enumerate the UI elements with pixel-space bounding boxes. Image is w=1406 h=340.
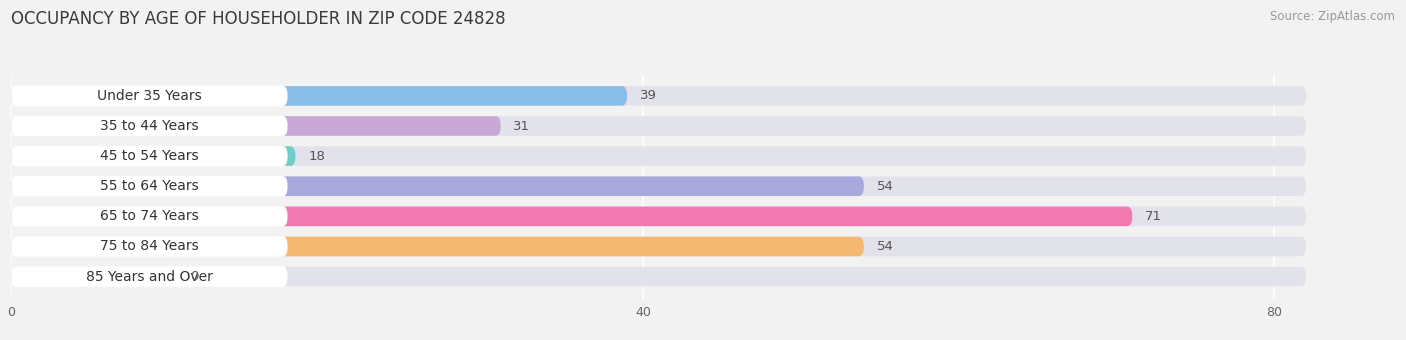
Text: Under 35 Years: Under 35 Years <box>97 89 202 103</box>
FancyBboxPatch shape <box>11 266 288 287</box>
Text: 65 to 74 Years: 65 to 74 Years <box>100 209 198 223</box>
Text: 18: 18 <box>308 150 325 163</box>
FancyBboxPatch shape <box>11 267 177 286</box>
FancyBboxPatch shape <box>11 146 288 166</box>
FancyBboxPatch shape <box>11 86 288 106</box>
FancyBboxPatch shape <box>11 116 501 136</box>
Text: 71: 71 <box>1144 210 1161 223</box>
FancyBboxPatch shape <box>11 206 288 227</box>
FancyBboxPatch shape <box>11 237 863 256</box>
Text: 54: 54 <box>876 180 893 193</box>
FancyBboxPatch shape <box>11 236 288 257</box>
Text: 54: 54 <box>876 240 893 253</box>
FancyBboxPatch shape <box>11 86 1306 106</box>
FancyBboxPatch shape <box>11 176 288 197</box>
Text: OCCUPANCY BY AGE OF HOUSEHOLDER IN ZIP CODE 24828: OCCUPANCY BY AGE OF HOUSEHOLDER IN ZIP C… <box>11 10 506 28</box>
FancyBboxPatch shape <box>11 237 1306 256</box>
Text: 85 Years and Over: 85 Years and Over <box>86 270 212 284</box>
FancyBboxPatch shape <box>11 146 1306 166</box>
Text: 31: 31 <box>513 119 530 133</box>
FancyBboxPatch shape <box>11 146 295 166</box>
FancyBboxPatch shape <box>11 86 627 106</box>
FancyBboxPatch shape <box>11 267 1306 286</box>
FancyBboxPatch shape <box>11 176 1306 196</box>
FancyBboxPatch shape <box>11 116 1306 136</box>
Text: Source: ZipAtlas.com: Source: ZipAtlas.com <box>1270 10 1395 23</box>
FancyBboxPatch shape <box>11 207 1132 226</box>
Text: 55 to 64 Years: 55 to 64 Years <box>100 179 198 193</box>
Text: 35 to 44 Years: 35 to 44 Years <box>100 119 198 133</box>
FancyBboxPatch shape <box>11 176 863 196</box>
Text: 39: 39 <box>640 89 657 102</box>
Text: 0: 0 <box>190 270 198 283</box>
Text: 75 to 84 Years: 75 to 84 Years <box>100 239 198 254</box>
FancyBboxPatch shape <box>11 116 288 136</box>
Text: 45 to 54 Years: 45 to 54 Years <box>100 149 198 163</box>
FancyBboxPatch shape <box>11 207 1306 226</box>
